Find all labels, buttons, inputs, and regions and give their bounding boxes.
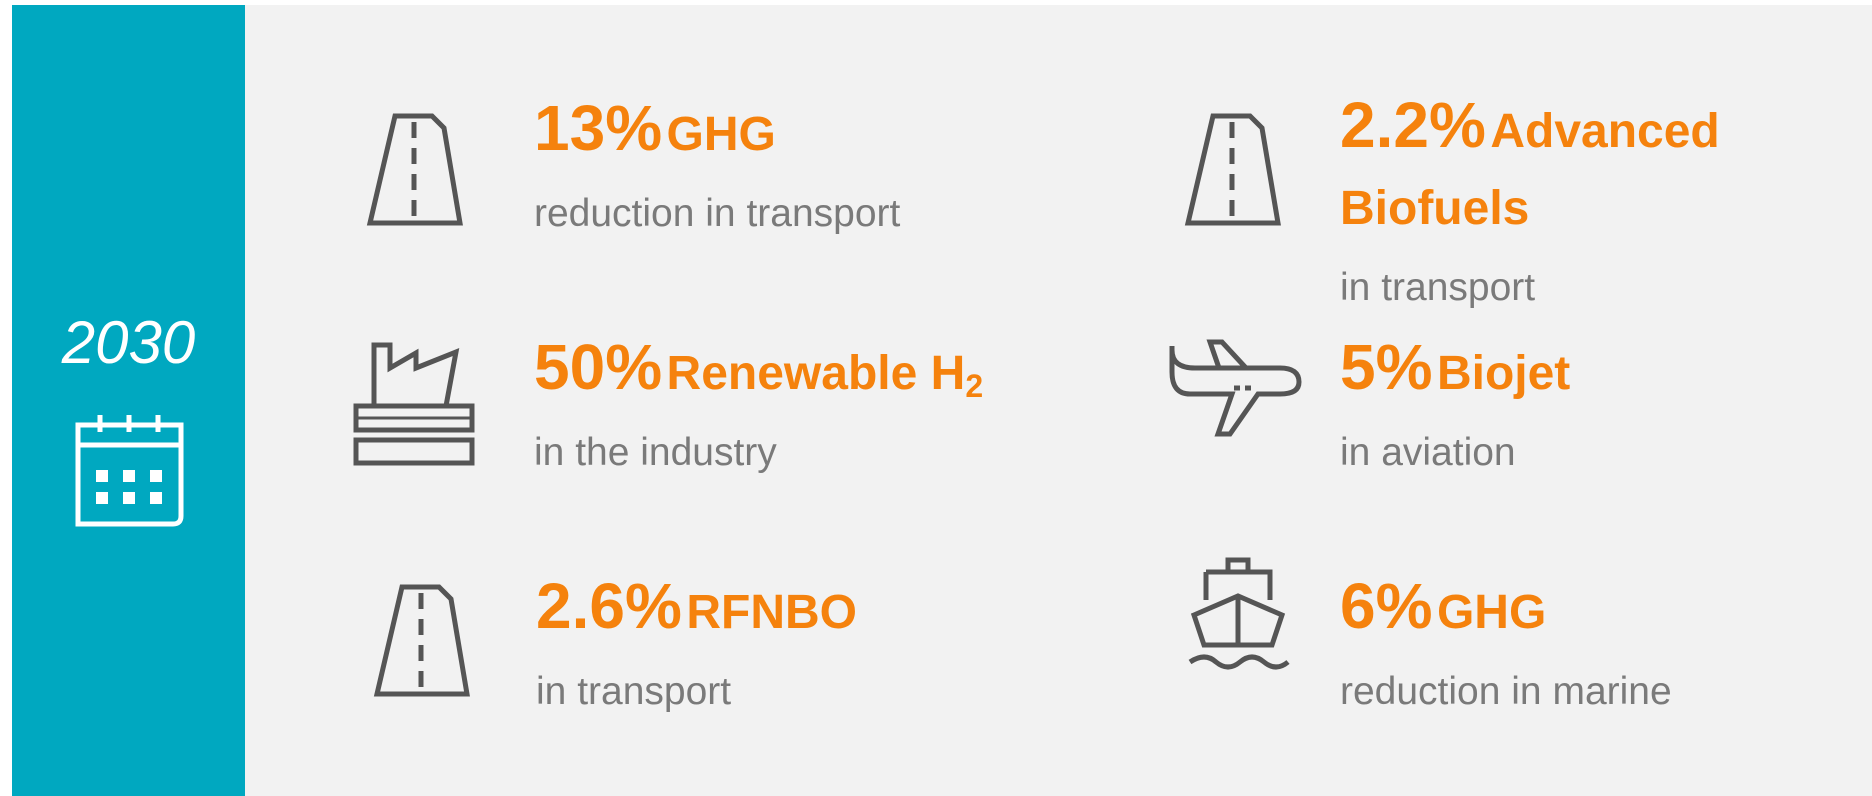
description: in aviation [1340, 431, 1516, 474]
content-panel [245, 5, 1872, 796]
description: reduction in marine [1340, 670, 1672, 713]
label: RFNBO [686, 586, 857, 639]
label: Renewable H2 [666, 347, 984, 402]
target-item: 6% GHG reduction in marine [1340, 573, 1800, 715]
value: 50% [534, 331, 663, 403]
description: in the industry [534, 431, 777, 474]
calendar-icon [75, 415, 184, 527]
target-item: 50% Renewable H2 in the industry [534, 334, 1134, 476]
label-text: Renewable H [666, 347, 966, 400]
road-icon [377, 587, 467, 694]
label: Advanced Biofuels [1340, 105, 1720, 235]
road-icon [370, 116, 460, 223]
target-item: 2.2% Advanced Biofuels in transport [1340, 92, 1800, 311]
target-item: 5% Biojet in aviation [1340, 334, 1800, 476]
headline: 50% Renewable H2 [534, 334, 1134, 418]
subscript: 2 [965, 368, 984, 404]
factory-icon [353, 342, 475, 466]
label: GHG [1436, 586, 1547, 639]
plane-icon [1169, 339, 1302, 437]
value: 13% [534, 92, 663, 164]
road-icon [1188, 116, 1278, 223]
value: 6% [1340, 570, 1433, 642]
value: 5% [1340, 331, 1433, 403]
target-item: 13% GHG reduction in transport [534, 95, 1094, 237]
year: 2030 [61, 309, 196, 376]
ship-icon [1188, 557, 1290, 670]
label: GHG [666, 108, 776, 161]
value: 2.2% [1340, 89, 1486, 161]
description: in transport [1340, 266, 1536, 309]
sidebar [12, 5, 245, 796]
description: reduction in transport [534, 192, 901, 235]
description: in transport [536, 670, 732, 713]
headline: 13% GHG [534, 95, 1094, 179]
target-item: 2.6% RFNBO in transport [536, 573, 1096, 715]
label: Biojet [1436, 347, 1571, 400]
headline: 2.2% Advanced Biofuels [1340, 92, 1800, 253]
headline: 6% GHG [1340, 573, 1800, 657]
headline: 2.6% RFNBO [536, 573, 1096, 657]
value: 2.6% [536, 570, 682, 642]
headline: 5% Biojet [1340, 334, 1800, 418]
